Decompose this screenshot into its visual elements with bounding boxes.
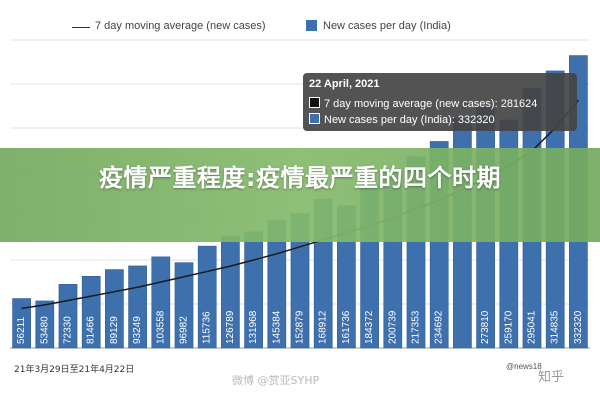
chart-legend: 7 day moving average (new cases) New cas… — [0, 12, 600, 38]
legend-line-swatch — [72, 27, 90, 28]
bar-2021-04-04[interactable] — [151, 256, 171, 349]
tooltip-bar-text: New cases per day (India): 332320 — [324, 114, 495, 126]
bar-2021-04-06[interactable] — [197, 245, 217, 349]
bar-value-label: 126789 — [225, 310, 236, 344]
news18-watermark: @news18 — [506, 362, 542, 371]
bar-value-label: 200739 — [387, 310, 398, 344]
bar-value-labels: 56211 53480 72330 81466 89129 93249 103558 9698… — [16, 310, 584, 344]
title-banner: 疫情严重程度:疫情最严重的四个时期 — [0, 148, 600, 242]
bar-value-label: 53480 — [39, 316, 50, 344]
bar-value-label: 103558 — [155, 310, 166, 344]
bar-value-label: 72330 — [63, 316, 74, 344]
bar-value-label: 89129 — [109, 316, 120, 344]
bar-value-label: 56211 — [16, 316, 27, 344]
weibo-watermark: 微博 @赏亚SYHP — [232, 374, 320, 387]
bar-value-label: 115736 — [202, 311, 213, 344]
bar-value-label: 131968 — [248, 310, 259, 344]
bar-value-label: 217353 — [411, 310, 422, 344]
zhihu-watermark: 知乎 — [538, 370, 565, 385]
bar-value-label: 234692 — [434, 310, 445, 344]
bar-2021-03-29[interactable] — [12, 298, 31, 349]
bar-value-label: 152879 — [295, 310, 306, 344]
tooltip-line-row: 7 day moving average (new cases): 281624 — [309, 97, 537, 110]
bar-2021-03-30[interactable] — [35, 300, 55, 349]
tooltip-bar-swatch — [309, 113, 320, 124]
bar-value-label: 96982 — [179, 316, 190, 344]
chart-tooltip: 22 April, 2021 7 day moving average (new… — [303, 73, 577, 131]
tooltip-bar-row: New cases per day (India): 332320 — [309, 113, 495, 126]
bar-value-label: 81466 — [86, 316, 97, 344]
bar-value-label: 314835 — [550, 310, 561, 344]
bar-value-label: 93249 — [132, 316, 143, 344]
legend-bar-swatch — [306, 20, 317, 31]
banner-title: 疫情严重程度:疫情最严重的四个时期 — [98, 164, 502, 192]
legend-line-label: 7 day moving average (new cases) — [95, 20, 266, 32]
bar-value-label: 259170 — [503, 310, 514, 344]
date-range-caption: 21年3月29日至21年4月22日 — [14, 365, 135, 375]
bar-value-label: 145384 — [271, 310, 282, 344]
bar-2021-04-05[interactable] — [174, 262, 194, 349]
tooltip-line-text: 7 day moving average (new cases): 281624 — [324, 98, 538, 110]
bar-value-label: 161736 — [341, 310, 352, 344]
bar-value-label: 332320 — [573, 310, 584, 344]
bar-value-label: 184372 — [364, 310, 375, 344]
bar-value-label: 168912 — [318, 310, 329, 344]
tooltip-line-swatch — [309, 97, 320, 108]
bar-2021-04-01[interactable] — [81, 276, 101, 349]
bar-value-label: 295041 — [527, 310, 538, 344]
tooltip-date: 22 April, 2021 — [309, 78, 380, 90]
legend-bar-label: New cases per day (India) — [323, 20, 451, 32]
bar-value-label: 273810 — [480, 310, 491, 344]
bar-2021-04-02[interactable] — [105, 269, 124, 349]
